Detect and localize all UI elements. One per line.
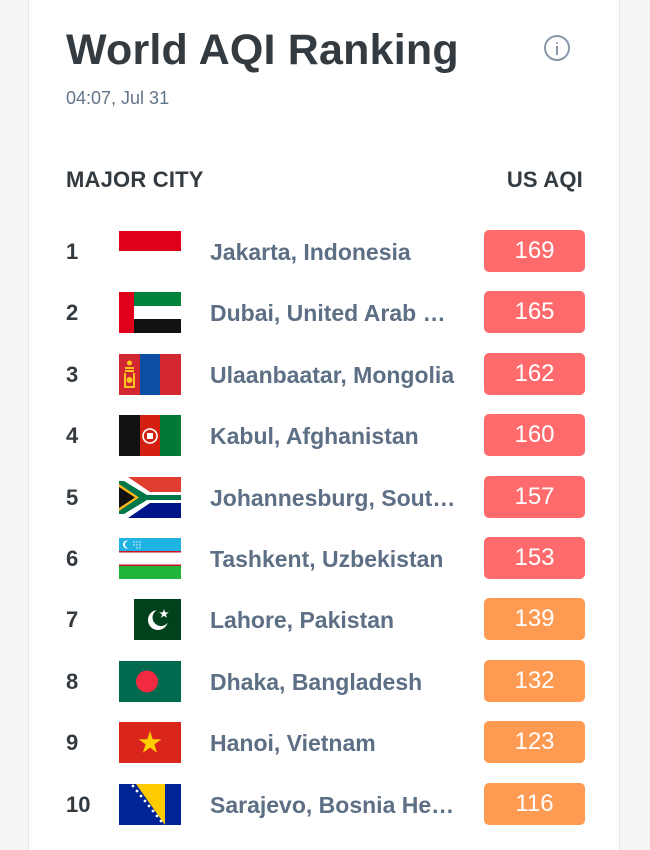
uae-flag-icon <box>119 292 181 333</box>
rank-number: 4 <box>66 423 79 448</box>
aqi-ranking-card: World AQI Ranking 04:07, Jul 31 MAJOR CI… <box>28 0 620 850</box>
ranking-row[interactable]: 7 Lahore, Pakistan 139 <box>29 598 621 642</box>
ranking-row[interactable]: 6 Tashkent, Uzbekistan 153 <box>29 537 621 581</box>
city-name[interactable]: Ulaanbaatar, Mongolia <box>210 362 455 388</box>
city-name[interactable]: Johannesburg, South Africa <box>210 485 460 511</box>
aqi-badge: 157 <box>484 476 585 518</box>
ranking-row[interactable]: 3 Ulaanbaatar, Mongolia 162 <box>29 353 621 397</box>
rank-number: 7 <box>66 607 79 632</box>
bosnia-flag-icon <box>119 784 181 825</box>
vietnam-flag-icon <box>119 722 181 763</box>
rank-number: 10 <box>66 792 91 817</box>
aqi-badge: 116 <box>484 783 585 825</box>
indonesia-flag-icon <box>119 231 181 272</box>
mongolia-flag-icon <box>119 354 181 395</box>
aqi-badge: 132 <box>484 660 585 702</box>
column-header-aqi: US AQI <box>506 167 583 192</box>
ranking-row[interactable]: 4 Kabul, Afghanistan 160 <box>29 414 621 458</box>
aqi-badge: 153 <box>484 537 585 579</box>
bangladesh-flag-icon <box>119 661 181 702</box>
city-name[interactable]: Jakarta, Indonesia <box>210 239 411 265</box>
ranking-row[interactable]: 8 Dhaka, Bangladesh 132 <box>29 660 621 704</box>
pakistan-flag-icon <box>119 599 181 640</box>
rank-number: 1 <box>66 239 79 264</box>
rank-number: 8 <box>66 669 79 694</box>
city-name[interactable]: Dhaka, Bangladesh <box>210 669 423 695</box>
ranking-row[interactable]: 9 Hanoi, Vietnam 123 <box>29 721 621 765</box>
aqi-badge: 139 <box>484 598 585 640</box>
city-name[interactable]: Hanoi, Vietnam <box>210 730 376 756</box>
rank-number: 6 <box>66 546 79 571</box>
south-africa-flag-icon <box>119 477 181 518</box>
aqi-badge: 169 <box>484 230 585 272</box>
ranking-row[interactable]: 5 Johannesburg, South Africa 157 <box>29 476 621 520</box>
aqi-badge: 160 <box>484 414 585 456</box>
aqi-badge: 123 <box>484 721 585 763</box>
info-icon[interactable] <box>544 35 570 61</box>
ranking-row[interactable]: 1 Jakarta, Indonesia 169 <box>29 230 621 274</box>
ranking-row[interactable]: 10 Sarajevo, Bosnia Herzegovina 116 <box>29 783 621 827</box>
ranking-row[interactable]: 2 Dubai, United Arab Emirates 165 <box>29 291 621 335</box>
aqi-badge: 162 <box>484 353 585 395</box>
rank-number: 9 <box>66 730 79 755</box>
city-name[interactable]: Lahore, Pakistan <box>210 607 395 633</box>
city-name[interactable]: Kabul, Afghanistan <box>210 423 419 449</box>
city-name[interactable]: Dubai, United Arab Emirates <box>210 300 460 326</box>
rank-number: 3 <box>66 362 79 387</box>
timestamp: 04:07, Jul 31 <box>66 88 170 108</box>
city-name[interactable]: Tashkent, Uzbekistan <box>210 546 444 572</box>
column-header-city: MAJOR CITY <box>66 167 204 192</box>
afghanistan-flag-icon <box>119 415 181 456</box>
rank-number: 2 <box>66 300 79 325</box>
aqi-badge: 165 <box>484 291 585 333</box>
city-name[interactable]: Sarajevo, Bosnia Herzegovina <box>210 792 460 818</box>
uzbekistan-flag-icon <box>119 538 181 579</box>
rank-number: 5 <box>66 485 79 510</box>
page-title: World AQI Ranking <box>66 26 459 74</box>
